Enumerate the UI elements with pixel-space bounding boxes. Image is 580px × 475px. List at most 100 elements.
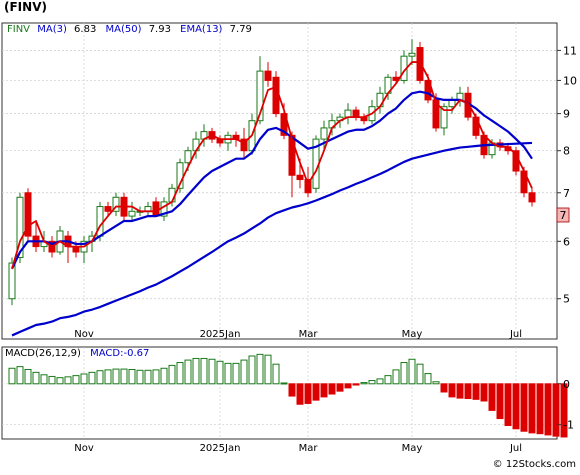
macd-bar xyxy=(264,354,272,385)
price-y-tick-label: 11 xyxy=(563,44,577,57)
macd-bar xyxy=(440,383,448,393)
candle-body xyxy=(152,201,160,217)
candle-body xyxy=(528,192,536,203)
macd-bar xyxy=(408,358,416,385)
price-panel xyxy=(1,22,558,340)
macd-bar xyxy=(184,359,192,385)
macd-bar xyxy=(248,355,256,385)
candle-body xyxy=(240,138,248,152)
macd-legend-label: MACD(26,12,9) xyxy=(5,348,81,359)
candle-body xyxy=(296,174,304,181)
macd-bar xyxy=(560,383,568,438)
x-tick-label: Jul xyxy=(509,329,522,340)
macd-bar xyxy=(320,383,328,398)
legend-ema13-value: 7.79 xyxy=(230,24,252,35)
macd-bar xyxy=(104,369,112,385)
macd-bar xyxy=(80,373,88,385)
macd-y-tick-label: -1 xyxy=(563,419,574,432)
legend-ma50: MA(50) xyxy=(106,24,142,35)
chart-title: (FINV) xyxy=(4,0,47,14)
macd-bar xyxy=(176,362,184,385)
macd-bar xyxy=(496,383,504,420)
legend-ticker: FINV xyxy=(7,24,30,35)
macd-x-tick-label: Nov xyxy=(74,443,94,454)
x-tick-label: Mar xyxy=(299,329,319,340)
macd-legend: MACD(26,12,9) MACD:-0.67 xyxy=(5,348,149,359)
ma50-line xyxy=(11,141,533,337)
candle-body xyxy=(256,70,264,122)
macd-bar xyxy=(240,359,248,385)
macd-bar xyxy=(160,367,168,385)
macd-bar xyxy=(208,358,216,385)
macd-bar xyxy=(112,368,120,385)
macd-bar xyxy=(520,383,528,432)
macd-bar xyxy=(472,383,480,400)
macd-bar xyxy=(136,369,144,385)
macd-bar xyxy=(424,373,432,385)
macd-bar xyxy=(504,383,512,427)
macd-legend-value: MACD:-0.67 xyxy=(90,348,149,359)
macd-x-tick-label: Mar xyxy=(299,443,319,454)
macd-bar xyxy=(56,377,64,385)
macd-bar xyxy=(368,380,376,385)
axis-labels: 11 10 9 8 7 6 5 Nov Nov 2025Jan 2025Jan Mar Mar May Ma… xyxy=(74,44,577,454)
macd-bar xyxy=(344,383,352,389)
price-lines xyxy=(11,61,533,337)
macd-bar xyxy=(352,383,360,386)
macd-bar xyxy=(328,383,336,395)
macd-bar xyxy=(128,368,136,385)
x-tick-label: 2025Jan xyxy=(200,329,241,340)
macd-bar xyxy=(512,383,520,430)
candle-body xyxy=(24,192,32,237)
macd-bar xyxy=(536,383,544,435)
watermark: © 12Stocks.com xyxy=(493,459,576,470)
candle-body xyxy=(432,99,440,129)
macd-bar xyxy=(544,383,552,436)
price-y-tick-label: 8 xyxy=(563,145,570,158)
price-y-tick-label: 9 xyxy=(563,108,570,121)
macd-bar xyxy=(552,383,560,437)
macd-bar xyxy=(8,367,16,385)
macd-bar xyxy=(488,383,496,411)
macd-bar xyxy=(376,378,384,385)
macd-bar xyxy=(528,383,536,434)
candle-body xyxy=(320,127,328,140)
macd-bar xyxy=(296,383,304,405)
macd-bar xyxy=(200,357,208,385)
macd-x-tick-label: Jul xyxy=(509,443,522,454)
macd-bar xyxy=(392,369,400,385)
legend-ema13: EMA(13) xyxy=(180,24,222,35)
macd-bar xyxy=(32,371,40,385)
macd-bar xyxy=(464,383,472,400)
macd-bar xyxy=(360,382,368,385)
macd-x-tick-label: 2025Jan xyxy=(200,443,241,454)
macd-bar xyxy=(16,366,24,385)
candle-body xyxy=(424,79,432,101)
macd-bar xyxy=(40,374,48,385)
legend-ma50-value: 7.93 xyxy=(149,24,171,35)
candle-body xyxy=(304,179,312,194)
ma3-line xyxy=(11,61,533,269)
price-y-tick-label: 7 xyxy=(563,187,570,200)
candle-body xyxy=(280,113,288,136)
macd-x-tick-label: May xyxy=(402,443,423,454)
macd-bar xyxy=(144,369,152,385)
candle-body xyxy=(352,109,360,118)
price-y-tick-label: 6 xyxy=(563,235,570,248)
macd-bar xyxy=(288,383,296,397)
macd-bar xyxy=(232,362,240,385)
macd-bar xyxy=(168,364,176,385)
candle-body xyxy=(440,106,448,129)
candle-body xyxy=(16,196,24,258)
macd-bar xyxy=(432,381,440,385)
macd-bar xyxy=(304,383,312,404)
macd-bar xyxy=(312,383,320,401)
candle-body xyxy=(264,70,272,81)
macd-bar xyxy=(416,363,424,385)
legend-ma3-value: 6.83 xyxy=(74,24,96,35)
macd-y-tick-label: 0 xyxy=(563,378,570,391)
macd-bar xyxy=(272,363,280,385)
macd-bar xyxy=(480,383,488,402)
candle-body xyxy=(104,206,112,212)
